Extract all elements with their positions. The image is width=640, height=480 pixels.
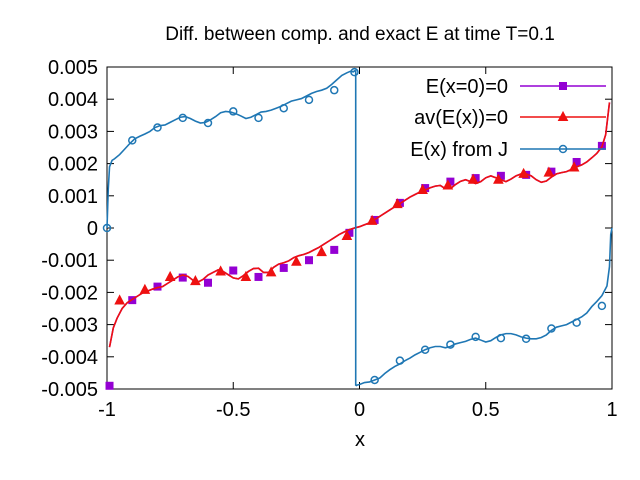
- x-tick-label: -1: [98, 399, 116, 421]
- series-3-line: [106, 69, 357, 229]
- y-tick-label: 0: [87, 218, 98, 240]
- series-1-point: [305, 256, 313, 265]
- series-2-point: [316, 246, 327, 257]
- series-2-point: [291, 255, 302, 266]
- y-tick-label: 0.003: [48, 121, 98, 143]
- series-1-point: [105, 381, 114, 390]
- series-2-point: [518, 167, 529, 178]
- legend-label-3: E(x) from J: [410, 139, 508, 161]
- series-3: [102, 67, 613, 387]
- x-axis: -1 -0.5 0 0.5 1: [98, 67, 618, 421]
- y-tick-label: 0.002: [48, 154, 98, 176]
- legend-marker-1: [559, 82, 567, 90]
- series-3-point: [279, 103, 288, 113]
- series-3-point: [420, 345, 430, 354]
- series-2-point: [417, 183, 428, 195]
- series-3-point: [178, 113, 187, 123]
- x-tick-label: 0.5: [472, 399, 500, 421]
- y-tick-label: -0.005: [41, 379, 98, 401]
- x-tick-label: 0: [354, 399, 365, 421]
- y-tick-label: -0.004: [41, 347, 98, 369]
- series-1-point: [572, 157, 581, 166]
- x-axis-label: x: [355, 429, 365, 451]
- y-tick-label: 0.001: [48, 186, 98, 208]
- series-3-point: [597, 301, 607, 311]
- series-2-point: [467, 173, 479, 184]
- plot-frame: [106, 66, 613, 390]
- series-2-point: [215, 265, 226, 276]
- series-layer: [102, 67, 613, 390]
- series-2-line: [108, 102, 611, 348]
- y-tick-label: 0.004: [48, 89, 98, 111]
- series-2-point: [114, 294, 125, 305]
- y-tick-label: -0.003: [41, 315, 98, 337]
- chart-title: Diff. between comp. and exact E at time …: [165, 24, 555, 45]
- series-1-point: [178, 273, 187, 282]
- series-3-point: [370, 375, 379, 385]
- series-3-line-right: [355, 227, 613, 387]
- plot-area: [106, 66, 613, 390]
- series-3-point: [330, 85, 339, 95]
- series-1-point: [204, 278, 212, 287]
- series-3-point: [350, 67, 359, 77]
- series-1: [105, 102, 611, 390]
- series-1-line: [108, 102, 611, 348]
- series-1-point: [279, 263, 288, 272]
- series-2-point: [392, 198, 403, 209]
- x-tick-label: 1: [606, 399, 617, 421]
- series-3-point: [521, 334, 531, 344]
- legend-label-2: av(E(x))=0: [414, 107, 508, 129]
- series-3-point: [254, 113, 263, 123]
- series-2-point: [164, 270, 176, 281]
- series-3-point: [572, 318, 581, 327]
- series-2-point: [442, 179, 454, 190]
- legend-marker-3: [558, 144, 568, 154]
- legend: E(x=0)=0 av(E(x))=0 E(x) from J: [410, 76, 606, 161]
- series-2-point: [190, 275, 201, 286]
- series-3-point: [128, 136, 137, 145]
- series-2-point: [341, 229, 353, 241]
- series-2: [108, 102, 611, 348]
- series-2-point: [240, 270, 252, 281]
- x-tick-label: -0.5: [216, 399, 250, 421]
- legend-marker-2: [557, 110, 569, 121]
- series-2-point: [493, 173, 504, 184]
- series-3-point: [471, 332, 480, 342]
- y-tick-label: -0.002: [41, 282, 98, 304]
- series-3-point: [496, 333, 506, 343]
- series-2-point: [366, 214, 378, 225]
- series-2-point: [265, 266, 277, 277]
- series-1-point: [229, 266, 238, 275]
- series-2-point: [139, 283, 151, 294]
- series-1-point: [330, 245, 339, 254]
- y-axis: -0.005 -0.004 -0.003 -0.002 -0.001 0 0.001 0.00…: [41, 57, 612, 401]
- series-2-point: [543, 166, 555, 177]
- series-3-point: [446, 340, 455, 349]
- y-tick-label: -0.001: [41, 250, 98, 272]
- series-3-point: [153, 123, 162, 132]
- series-3-point: [102, 223, 112, 233]
- series-1-point: [254, 272, 263, 281]
- series-2-point: [568, 161, 580, 172]
- series-3-point: [229, 107, 238, 116]
- series-3-point: [203, 118, 213, 128]
- series-3-point: [547, 324, 556, 333]
- y-tick-label: 0.005: [48, 57, 98, 79]
- series-3-point: [304, 95, 314, 105]
- series-3-point: [395, 356, 405, 365]
- legend-label-1: E(x=0)=0: [426, 76, 508, 98]
